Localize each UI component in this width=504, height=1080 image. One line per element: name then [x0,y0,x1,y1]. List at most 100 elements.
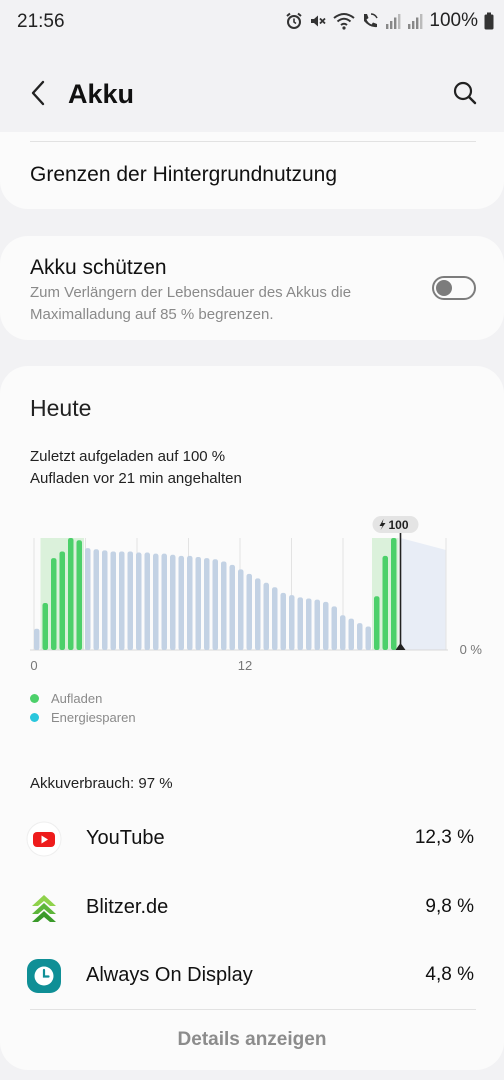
charging-bolt-icon [379,519,386,530]
clock-icon [26,958,62,994]
battery-bar [272,587,278,650]
battery-bar [323,601,329,650]
app-name: Blitzer.de [86,896,169,918]
battery-bar [51,558,57,650]
toggle-knob [436,280,452,296]
battery-bar [204,558,210,650]
protect-battery-card[interactable]: Akku schützen Zum Verlängern der Lebensd… [0,236,504,340]
now-marker-pill [372,516,419,533]
legend-label: Energiesparen [51,710,136,725]
divider [30,1009,476,1010]
today-card: Heute Zuletzt aufgeladen auf 100 % Aufla… [0,366,504,1070]
protect-battery-toggle[interactable] [432,276,476,300]
mute-icon [309,12,327,30]
page-title: Akku [68,79,135,109]
legend-item: Aufladen [30,691,102,706]
app-usage-row[interactable]: Blitzer.de 9,8 % [0,878,504,938]
battery-bar [246,573,252,650]
legend-label: Aufladen [51,691,103,706]
usage-total: Akkuverbrauch: 97 % [30,775,173,792]
legend-item: Energiesparen [30,710,136,725]
battery-bar [229,564,235,650]
app-percent: 9,8 % [425,896,474,917]
background-limits-item[interactable]: Grenzen der Hintergrundnutzung [30,163,338,186]
battery-bar [170,554,176,650]
battery-percent: 100% [429,10,478,31]
battery-bar [314,599,320,650]
alarm-icon [285,12,303,30]
now-marker-label: 100 [389,518,409,532]
signal-icon [407,12,423,30]
battery-bar [297,597,303,650]
app-bar: Akku [0,60,504,130]
wifi-call-icon [361,12,379,30]
youtube-icon [26,821,62,857]
wifi-icon [333,12,356,30]
battery-bar [280,592,286,650]
y-min-label: 0 % [460,642,483,657]
app-name: YouTube [86,827,165,849]
battery-bar [340,615,346,650]
battery-bar [374,596,380,650]
battery-bar [119,551,125,650]
battery-bar [263,582,269,650]
now-marker-triangle [395,643,406,650]
battery-bar [306,598,312,650]
battery-bar [59,551,65,650]
chevron-left-icon [29,80,49,111]
last-charged-text: Zuletzt aufgeladen auf 100 % [30,448,226,465]
blitzer-icon [26,890,62,926]
battery-bar [195,557,201,650]
charging-paused-text: Aufladen vor 21 min angehalten [30,470,242,487]
battery-bar [382,555,388,650]
status-icons: 100% [285,10,494,32]
status-time: 21:56 [17,11,65,32]
app-percent: 12,3 % [414,827,474,848]
signal-icon [385,12,401,30]
x-tick-label: 0 [30,658,37,673]
battery-bar [93,549,99,650]
background-limits-card: Grenzen der Hintergrundnutzung [0,132,504,209]
status-bar: 21:56 100% [0,0,504,44]
search-icon [452,80,478,111]
battery-bar [161,553,167,650]
battery-bar [357,623,363,650]
x-tick-label: 12 [238,658,252,673]
battery-bar [391,538,397,650]
app-usage-row[interactable]: Always On Display 4,8 % [0,946,504,1006]
battery-bar [331,606,337,650]
battery-bar [238,569,244,650]
legend-dot [30,713,39,722]
search-button[interactable] [448,78,482,112]
battery-bar [365,626,371,650]
divider [30,141,476,142]
battery-bar [153,553,159,650]
battery-icon [484,12,494,30]
battery-bar [221,561,227,650]
legend-dot [30,694,39,703]
forecast-area [400,538,446,650]
app-percent: 4,8 % [425,964,474,985]
protect-battery-description: Zum Verlängern der Lebensdauer des Akkus… [30,284,352,323]
battery-bar [127,551,133,650]
battery-chart[interactable]: 100 0 12 0 % [0,366,504,686]
battery-bar [76,540,82,650]
battery-bar [144,552,150,650]
battery-bar [136,552,142,650]
battery-bar [102,550,108,650]
battery-bar [85,548,91,650]
battery-bar [178,555,184,650]
battery-bar [68,538,74,650]
battery-bar [348,618,354,650]
battery-bar [289,595,295,650]
details-button[interactable]: Details anzeigen [177,1029,327,1050]
battery-bar [255,578,261,650]
battery-bar [34,628,40,650]
today-title: Heute [30,395,92,421]
back-button[interactable] [22,78,56,112]
app-name: Always On Display [86,964,253,986]
app-usage-row[interactable]: YouTube 12,3 % [0,809,504,869]
battery-bar [212,559,218,650]
battery-bar [42,602,48,650]
protect-battery-title: Akku schützen [30,256,167,279]
